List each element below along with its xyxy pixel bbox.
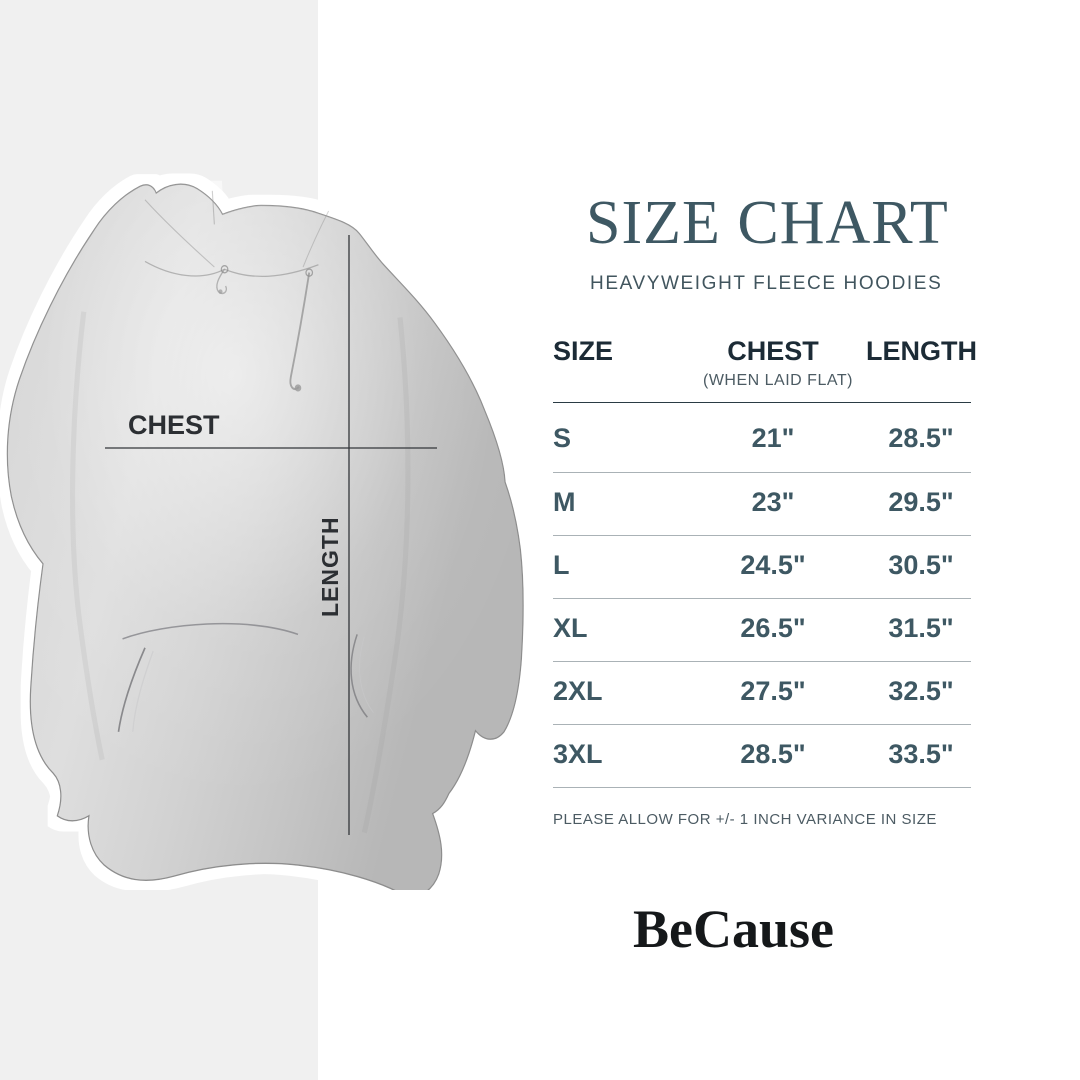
svg-text:CHEST: CHEST (128, 410, 220, 440)
svg-text:LENGTH: LENGTH (317, 516, 343, 617)
